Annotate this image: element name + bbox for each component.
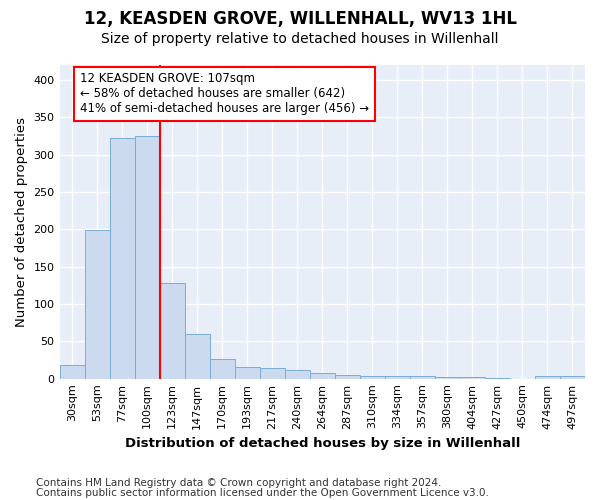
Bar (360, 376, 385, 378)
Bar (235, 368, 260, 378)
Text: Contains HM Land Registry data © Crown copyright and database right 2024.: Contains HM Land Registry data © Crown c… (36, 478, 442, 488)
Bar (385, 376, 410, 378)
Text: 12 KEASDEN GROVE: 107sqm
← 58% of detached houses are smaller (642)
41% of semi-: 12 KEASDEN GROVE: 107sqm ← 58% of detach… (80, 72, 368, 116)
Bar (410, 376, 435, 378)
Bar (435, 377, 460, 378)
X-axis label: Distribution of detached houses by size in Willenhall: Distribution of detached houses by size … (125, 437, 520, 450)
Text: Contains public sector information licensed under the Open Government Licence v3: Contains public sector information licen… (36, 488, 489, 498)
Bar (209, 358, 235, 378)
Bar (134, 136, 160, 378)
Text: 12, KEASDEN GROVE, WILLENHALL, WV13 1HL: 12, KEASDEN GROVE, WILLENHALL, WV13 1HL (83, 10, 517, 28)
Bar (285, 370, 310, 378)
Bar (260, 368, 285, 378)
Text: Size of property relative to detached houses in Willenhall: Size of property relative to detached ho… (101, 32, 499, 46)
Y-axis label: Number of detached properties: Number of detached properties (15, 117, 28, 327)
Bar (85, 230, 110, 378)
Bar (160, 283, 185, 378)
Bar (560, 376, 585, 378)
Bar (460, 377, 485, 378)
Bar (335, 375, 360, 378)
Bar (535, 376, 560, 378)
Bar (59, 365, 85, 378)
Bar (185, 334, 209, 378)
Bar (310, 374, 335, 378)
Bar (110, 138, 134, 378)
